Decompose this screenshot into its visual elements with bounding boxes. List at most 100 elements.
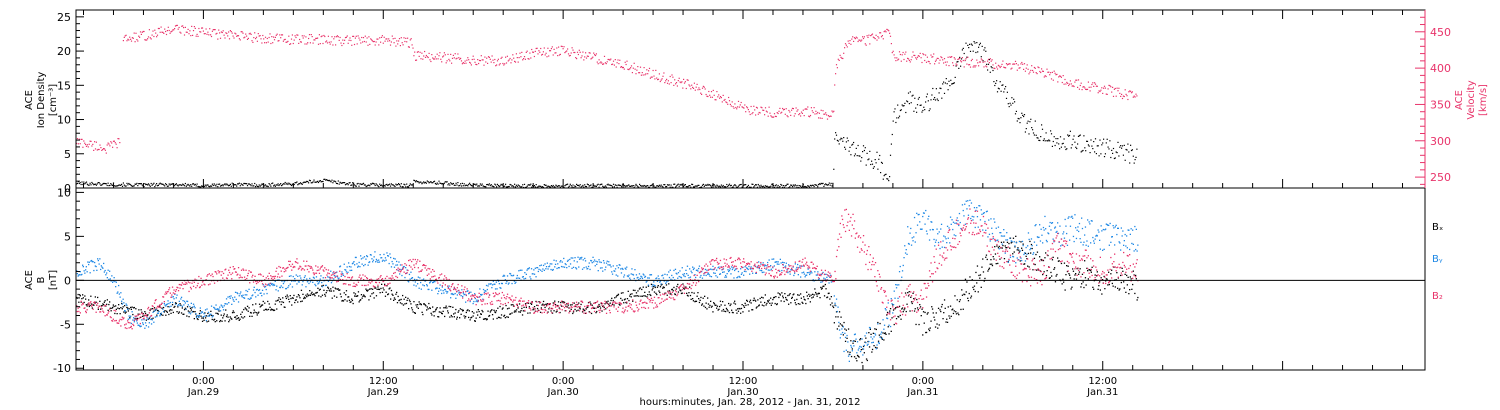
data-point (570, 257, 572, 259)
data-point (818, 278, 820, 280)
data-point (138, 183, 140, 185)
data-point (763, 305, 765, 307)
data-point (788, 109, 790, 112)
data-point (326, 179, 328, 181)
data-point (932, 312, 934, 314)
data-point (193, 305, 195, 307)
data-point (509, 313, 512, 315)
data-point (269, 184, 271, 186)
data-point (660, 79, 662, 81)
data-point (315, 292, 318, 294)
data-point (531, 301, 533, 303)
data-point (770, 265, 772, 267)
data-point (425, 182, 427, 184)
data-point (254, 311, 256, 313)
data-point (438, 311, 440, 313)
data-point (750, 105, 752, 108)
data-point (91, 145, 93, 147)
data-point (463, 183, 465, 185)
data-point (554, 186, 556, 188)
data-point (902, 311, 904, 313)
data-point (541, 186, 543, 188)
data-point (90, 260, 92, 262)
data-point (836, 328, 838, 330)
data-point (132, 37, 134, 39)
data-point (345, 269, 347, 271)
data-point (597, 306, 599, 308)
data-point (876, 347, 878, 349)
data-point (85, 269, 87, 271)
data-point (918, 96, 920, 99)
data-point (204, 312, 206, 314)
data-point (612, 299, 614, 302)
data-point (1016, 249, 1018, 251)
data-point (237, 183, 240, 185)
data-point (367, 44, 369, 46)
data-point (153, 307, 156, 309)
data-point (741, 106, 743, 108)
data-point (744, 302, 746, 304)
data-point (797, 184, 799, 187)
data-point (127, 38, 129, 40)
data-point (228, 295, 231, 298)
data-point (741, 186, 743, 188)
data-point (893, 111, 895, 113)
data-point (1064, 289, 1066, 291)
data-point (198, 312, 201, 315)
data-point (610, 266, 612, 268)
data-point (830, 182, 832, 184)
data-point (403, 298, 405, 300)
data-point (896, 117, 898, 119)
data-point (488, 314, 491, 317)
data-point (374, 287, 376, 289)
data-point (795, 268, 797, 270)
data-point (577, 309, 579, 311)
data-point (100, 268, 102, 271)
data-point (541, 270, 543, 272)
data-point (569, 54, 571, 57)
data-point (1099, 281, 1101, 283)
data-point (148, 322, 150, 324)
data-point (216, 308, 218, 310)
data-point (165, 33, 168, 36)
data-point (679, 183, 681, 186)
data-point (390, 183, 392, 185)
data-point (1115, 279, 1117, 281)
data-point (271, 309, 273, 311)
data-point (791, 107, 794, 109)
data-point (1022, 63, 1024, 65)
data-point (344, 184, 347, 186)
data-point (859, 339, 861, 341)
data-point (570, 308, 572, 310)
data-point (139, 31, 142, 33)
data-point (571, 267, 573, 269)
data-point (366, 255, 368, 257)
data-point (485, 61, 487, 63)
data-point (145, 184, 147, 186)
data-point (201, 311, 203, 313)
data-point (737, 106, 739, 108)
data-point (209, 28, 211, 30)
data-point (910, 227, 912, 230)
data-point (290, 183, 292, 186)
data-point (605, 63, 607, 65)
data-point (731, 311, 734, 314)
data-point (1029, 240, 1031, 243)
data-point (790, 184, 792, 186)
data-point (661, 185, 663, 187)
data-point (243, 297, 245, 299)
data-point (1035, 134, 1037, 136)
data-point (121, 303, 123, 305)
data-point (576, 184, 579, 186)
data-point (108, 303, 110, 306)
data-point (621, 299, 623, 301)
data-point (502, 62, 504, 65)
data-point (150, 38, 152, 40)
data-point (857, 40, 859, 43)
data-point (420, 304, 422, 306)
data-point (424, 181, 427, 183)
data-point (384, 260, 386, 262)
data-point (1054, 72, 1056, 74)
data-point (901, 276, 903, 278)
data-point (978, 61, 981, 63)
